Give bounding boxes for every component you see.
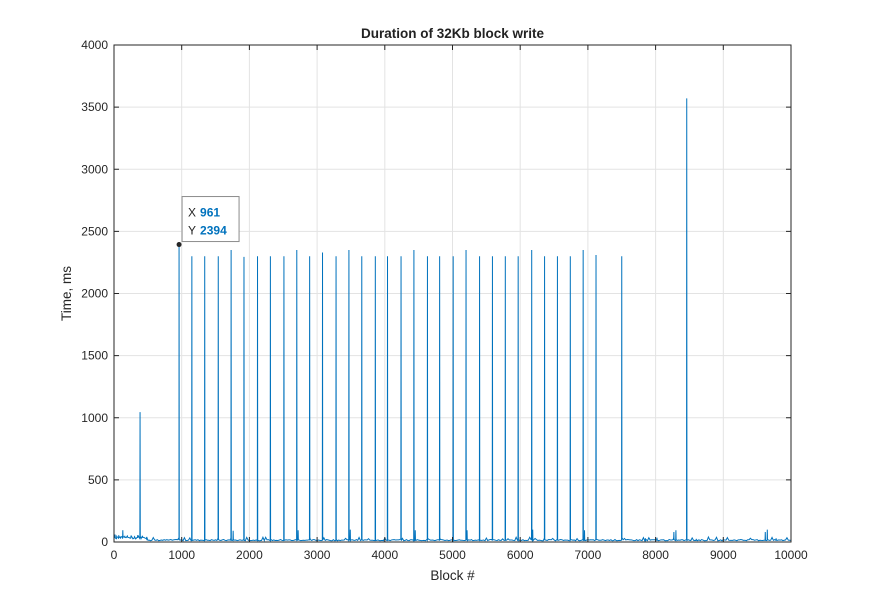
x-tick-label: 4000 xyxy=(371,548,398,562)
x-tick-label: 6000 xyxy=(507,548,534,562)
x-axis-label: Block # xyxy=(430,568,475,583)
x-tick-label: 5000 xyxy=(439,548,466,562)
datatip-box xyxy=(181,196,240,243)
y-tick-label: 4000 xyxy=(81,38,108,52)
x-tick-label: 3000 xyxy=(304,548,331,562)
grid-layer xyxy=(114,45,791,542)
y-tick-label: 1500 xyxy=(81,349,108,363)
series-line xyxy=(113,98,792,543)
y-tick-label: 0 xyxy=(101,535,108,549)
x-tick-label: 0 xyxy=(111,548,118,562)
x-tick-label: 9000 xyxy=(710,548,737,562)
chart-title: Duration of 32Kb block write xyxy=(361,26,545,41)
y-tick-label: 500 xyxy=(88,473,108,487)
x-tick-label: 2000 xyxy=(236,548,263,562)
data-layer xyxy=(113,98,792,543)
x-tick-label: 10000 xyxy=(774,548,808,562)
datatip[interactable]: X 961 Y 2394 xyxy=(176,196,240,248)
x-tick-label: 1000 xyxy=(168,548,195,562)
y-tick-label: 2000 xyxy=(81,287,108,301)
y-tick-label: 1000 xyxy=(81,411,108,425)
y-axis-label: Time, ms xyxy=(59,266,74,321)
datatip-marker xyxy=(176,242,182,248)
datatip-y-key: Y xyxy=(188,224,196,238)
x-tick-label: 8000 xyxy=(642,548,669,562)
x-tick-label: 7000 xyxy=(575,548,602,562)
datatip-y-value: 2394 xyxy=(200,224,227,238)
y-tick-label: 3500 xyxy=(81,100,108,114)
datatip-x-value: 961 xyxy=(200,206,220,220)
y-tick-label: 3000 xyxy=(81,162,108,176)
tick-layer: 0 1000 2000 3000 4000 5000 6000 7000 8000 9000 100… xyxy=(81,38,808,562)
y-tick-label: 2500 xyxy=(81,224,108,238)
datatip-x-key: X xyxy=(188,206,196,220)
